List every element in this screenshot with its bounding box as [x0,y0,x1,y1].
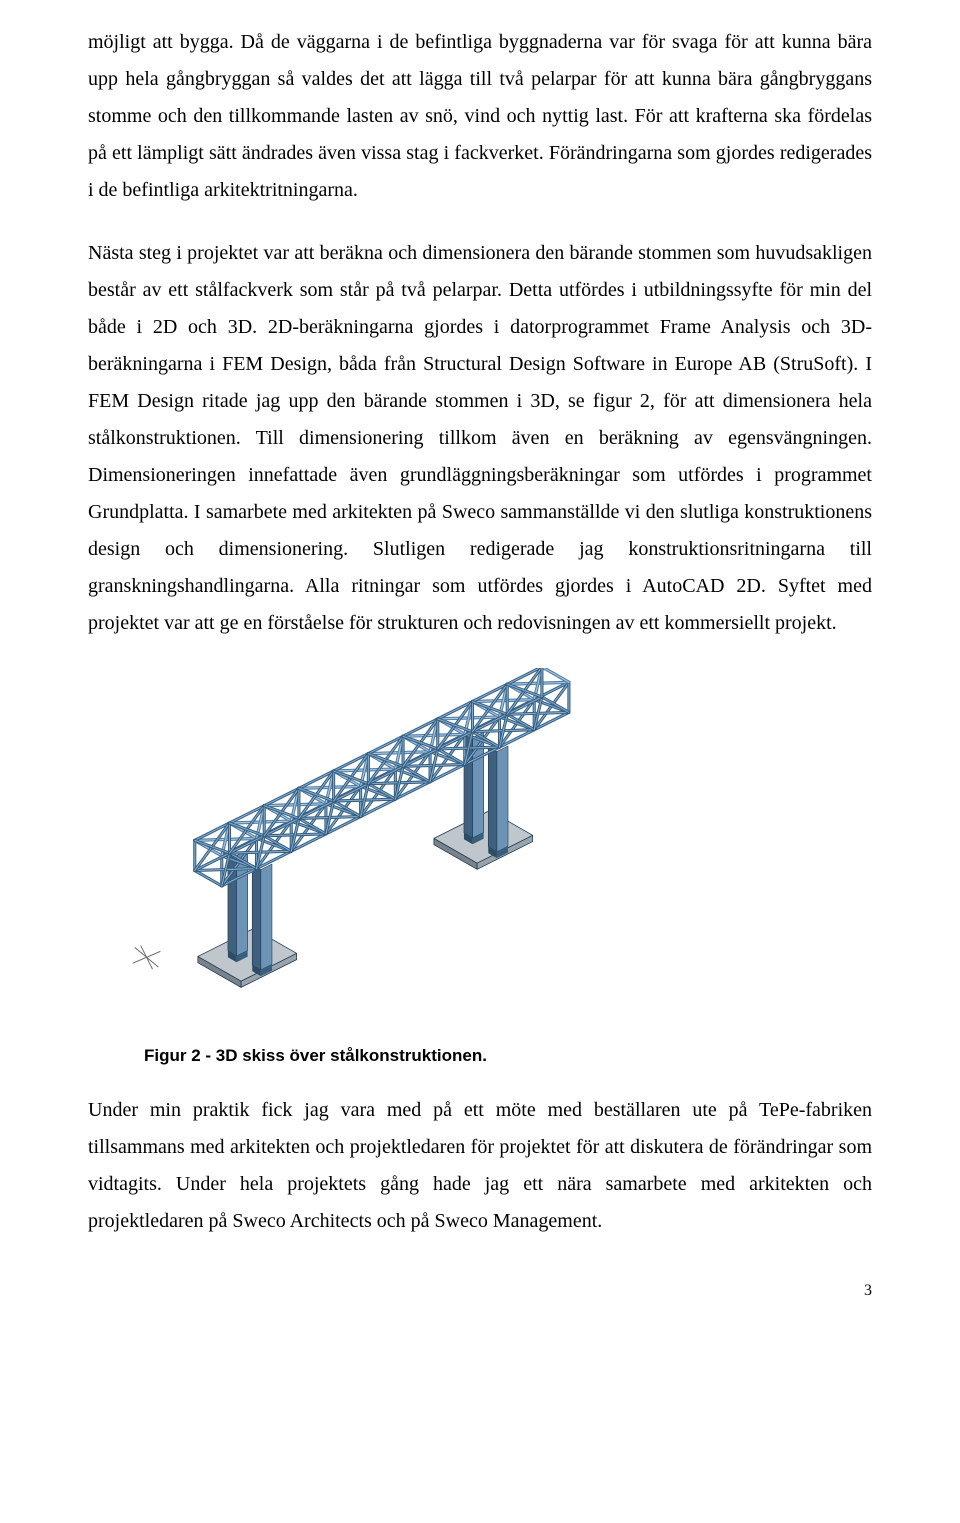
paragraph-1: möjligt att bygga. Då de väggarna i de b… [88,24,872,209]
paragraph-2: Nästa steg i projektet var att beräkna o… [88,235,872,642]
page-number: 3 [88,1282,872,1300]
paragraph-3: Under min praktik fick jag vara med på e… [88,1092,872,1240]
figure-2-caption: Figur 2 - 3D skiss över stålkonstruktion… [144,1040,872,1071]
figure-2-block: Figur 2 - 3D skiss över stålkonstruktion… [88,668,872,1072]
figure-2-image [88,668,648,1028]
